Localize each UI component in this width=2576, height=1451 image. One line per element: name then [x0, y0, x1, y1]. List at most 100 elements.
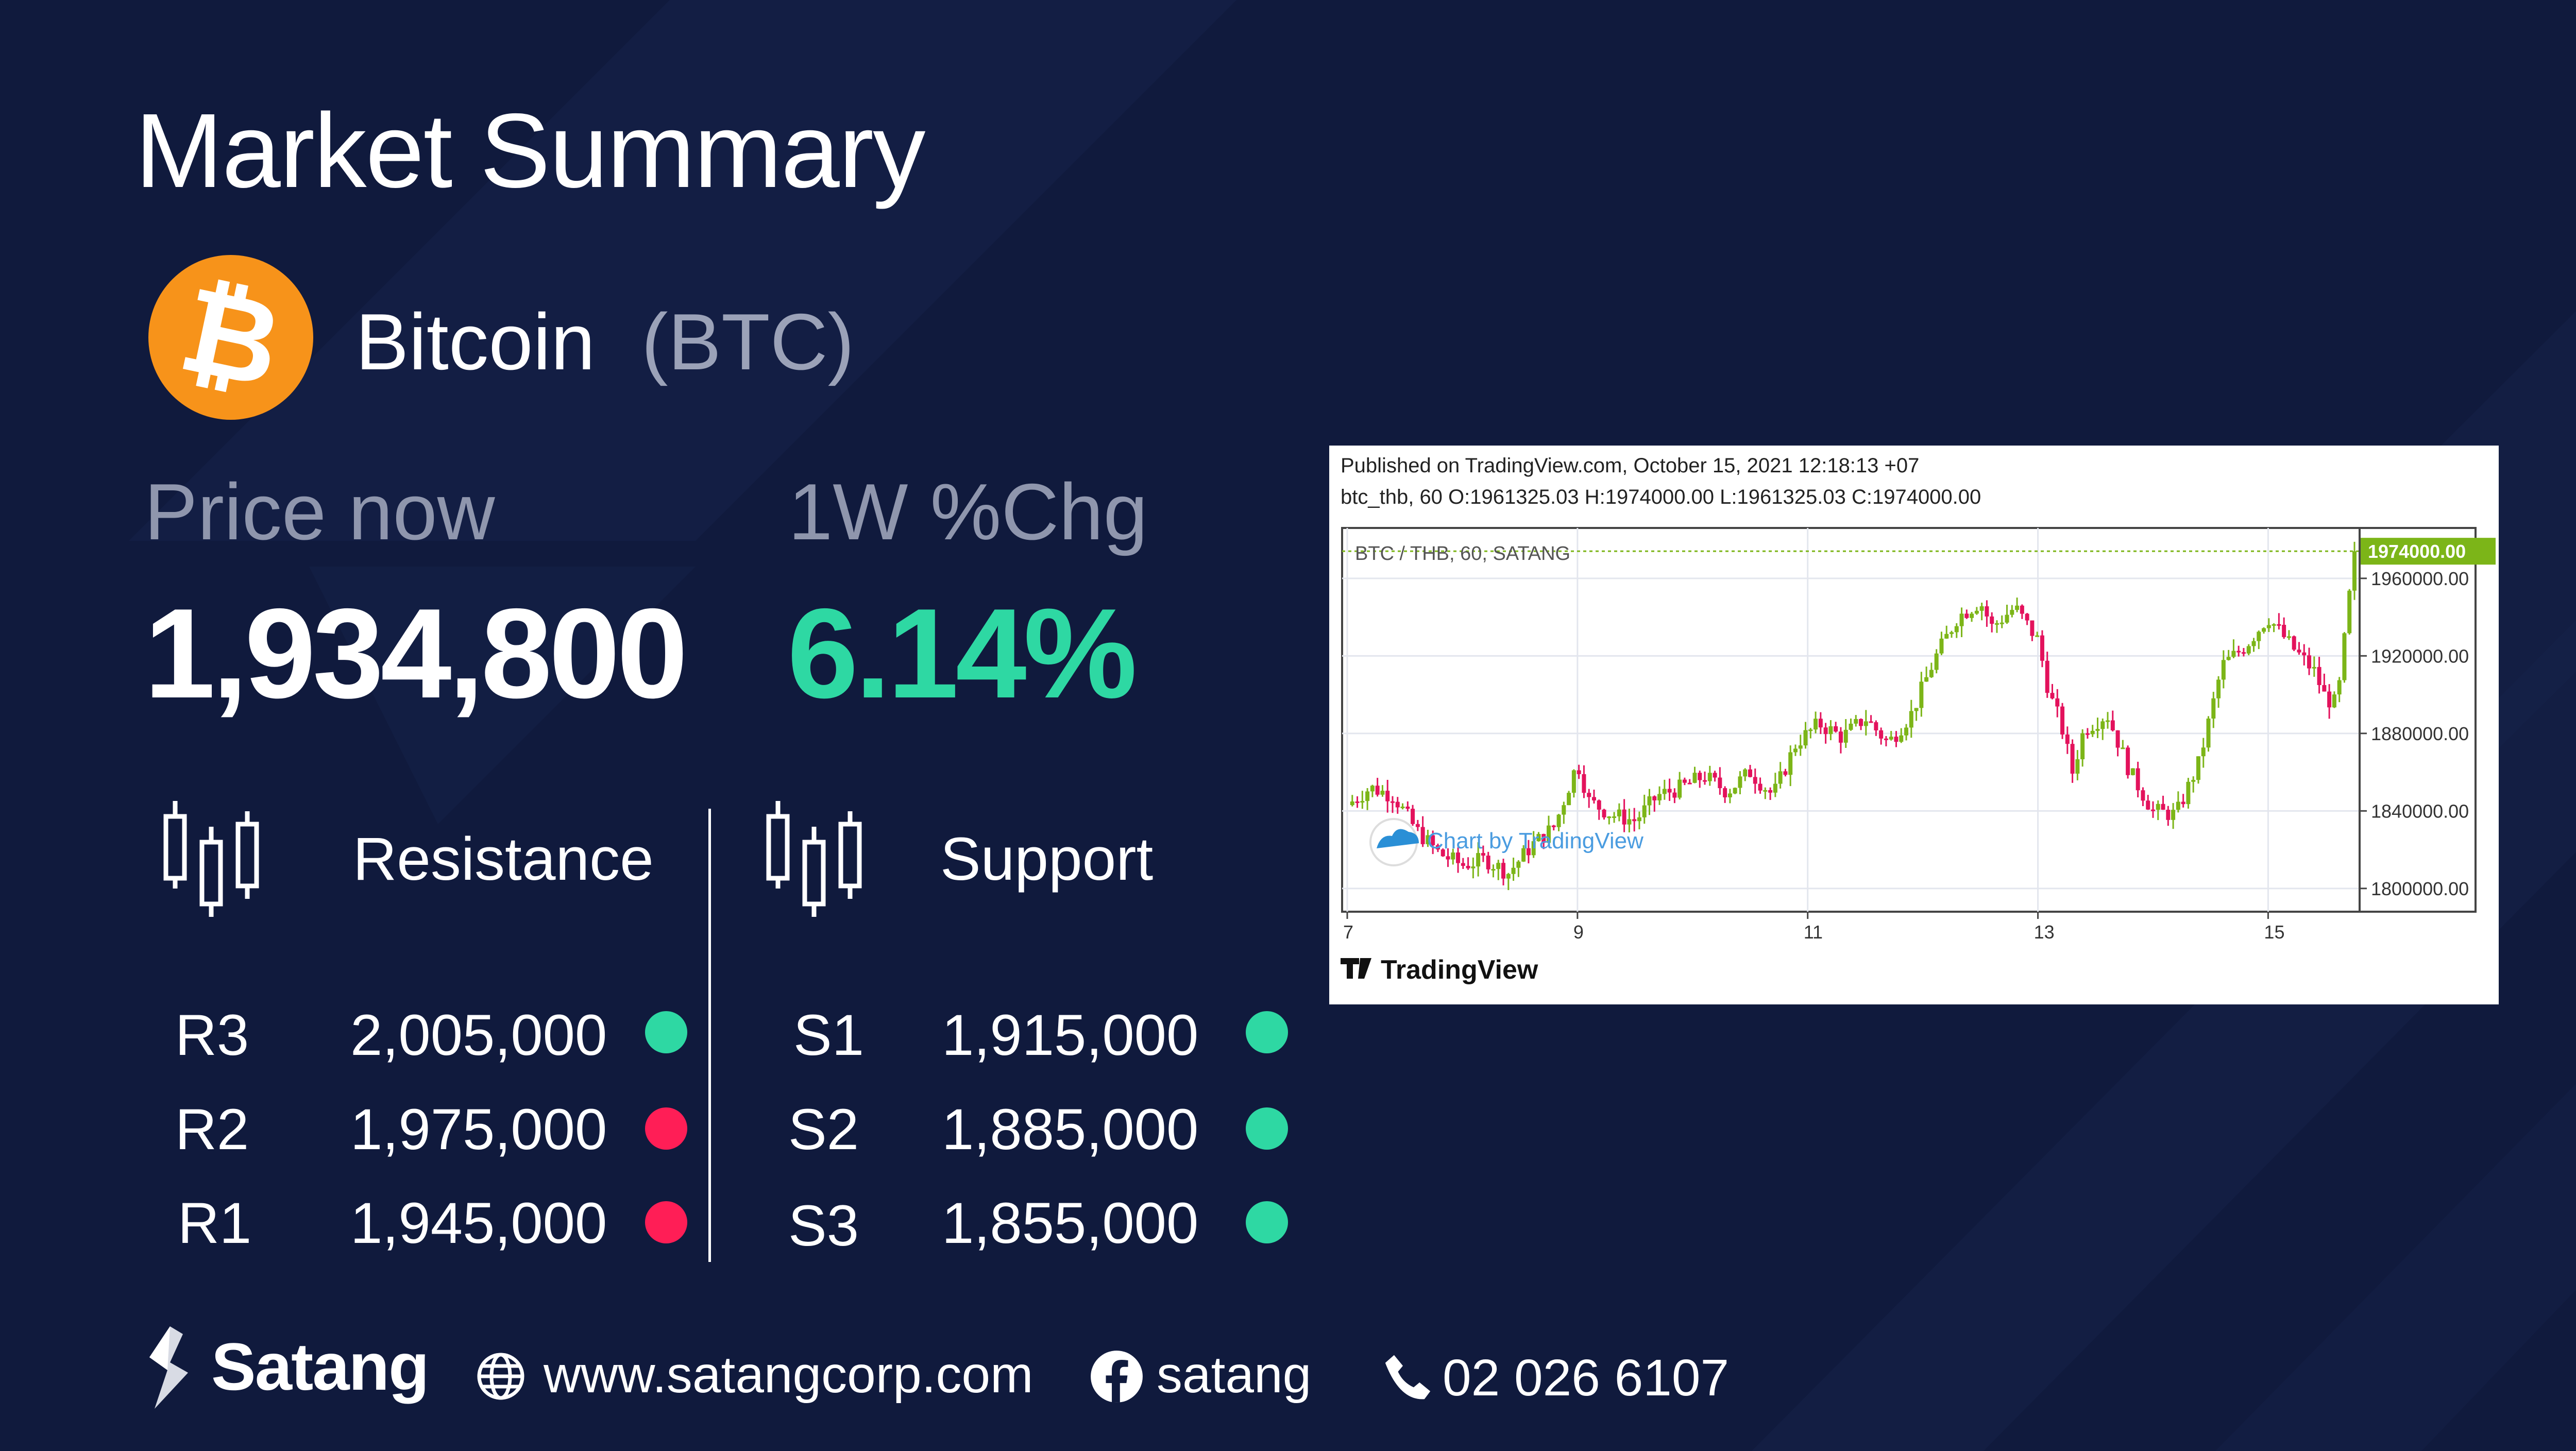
candle-body	[2025, 613, 2029, 621]
website-link[interactable]: www.satangcorp.com	[544, 1346, 1033, 1404]
candle-body	[2221, 660, 2226, 680]
candle-body	[1511, 867, 1516, 874]
bitcoin-logo-icon: ₿	[148, 255, 313, 420]
resistance-level-name: R3	[175, 1003, 249, 1067]
resistance-level-name: R1	[178, 1191, 252, 1255]
phone-icon	[1385, 1355, 1431, 1399]
candle-body	[2266, 625, 2271, 628]
candle-body	[1556, 814, 1561, 827]
facebook-link[interactable]: satang	[1157, 1346, 1312, 1404]
candle-body	[1763, 790, 1768, 792]
last-price-tag-label: 1974000.00	[2368, 541, 2466, 562]
candle-body	[1748, 769, 1752, 777]
candle-body	[1687, 782, 1692, 784]
candle-body	[1531, 841, 1536, 856]
coin-ticker: (BTC)	[641, 297, 855, 386]
x-tick-label: 11	[1804, 921, 1823, 943]
coin-name: Bitcoin	[355, 297, 596, 386]
candle-body	[2216, 679, 2221, 698]
candle-body	[1501, 863, 1506, 879]
weekly-change-value: 6.14%	[787, 582, 1137, 725]
candle-body	[1385, 791, 1390, 801]
y-tick-label: 1800000.00	[2371, 878, 2469, 899]
candle-body	[1536, 834, 1541, 842]
candle-body	[1400, 806, 1405, 808]
candle-body	[1970, 613, 1974, 618]
candle-body	[1662, 789, 1667, 794]
tradingview-chart: Published on TradingView.com, October 15…	[1329, 446, 2499, 1004]
candle-body	[1491, 869, 1496, 871]
candle-body	[1944, 634, 1949, 639]
candle-body	[1914, 708, 1919, 711]
last-price-tag	[2361, 538, 2496, 565]
candle-body	[1768, 790, 1773, 793]
candle-body	[1939, 638, 1944, 654]
support-level-value: 1,885,000	[942, 1097, 1199, 1162]
candle-body	[1547, 825, 1551, 843]
candle-body	[2020, 605, 2024, 614]
candle-body	[2196, 756, 2200, 780]
candle-body	[1582, 774, 1586, 793]
candle-body	[1647, 796, 1652, 806]
candle-body	[1375, 786, 1380, 795]
candle-body	[2302, 652, 2307, 656]
candle-body	[2005, 614, 2009, 623]
candle-body	[1451, 852, 1455, 860]
resistance-level-value: 1,945,000	[350, 1191, 607, 1255]
phone-number[interactable]: 02 026 6107	[1443, 1349, 1730, 1407]
candle-body	[1894, 737, 1899, 742]
tradingview-logo: TradingView	[1341, 955, 1538, 985]
candle-body	[1723, 788, 1727, 797]
candle-body	[1823, 727, 1828, 735]
chart-published-line: Published on TradingView.com, October 15…	[1341, 454, 1919, 477]
resistance-status-dot	[645, 1201, 687, 1243]
candle-body	[2262, 628, 2266, 632]
candle-body	[2141, 790, 2145, 801]
candle-body	[1934, 653, 1939, 670]
chart-watermark: Chart by TradingView	[1369, 818, 1643, 866]
candle-body	[1360, 801, 1365, 803]
candle-body	[1632, 819, 1637, 822]
candle-body	[1370, 786, 1375, 792]
candle-body	[1426, 835, 1430, 844]
candle-body	[2332, 694, 2336, 708]
candle-body	[2181, 801, 2185, 805]
candle-body	[1869, 721, 1873, 723]
candle-body	[2151, 809, 2155, 811]
candle-body	[1380, 791, 1385, 795]
candle-body	[2161, 804, 2165, 810]
candle-body	[1486, 856, 1490, 869]
candle-body	[1899, 735, 1904, 742]
candle-body	[1642, 805, 1647, 817]
candle-body	[1627, 819, 1632, 825]
candle-body	[1874, 722, 1878, 730]
candle-body	[2312, 667, 2316, 669]
candle-body	[1743, 769, 1748, 777]
candle-body	[1854, 719, 1858, 724]
candle-body	[1446, 856, 1450, 860]
support-level-name: S2	[788, 1097, 859, 1162]
candle-body	[1929, 670, 1934, 677]
candle-body	[1587, 793, 1591, 797]
candle-body	[1562, 805, 1566, 815]
candle-body	[2045, 660, 2049, 693]
candle-body	[2292, 636, 2296, 650]
chart-ohlc-line: btc_thb, 60 O:1961325.03 H:1974000.00 L:…	[1341, 486, 1981, 508]
candle-body	[1849, 723, 1853, 730]
y-tick-label: 1960000.00	[2371, 568, 2469, 589]
candle-body	[2030, 620, 2035, 636]
candle-body	[1692, 773, 1697, 783]
candle-body	[1476, 853, 1481, 867]
candle-body	[1390, 801, 1395, 803]
candle-body	[2211, 698, 2216, 719]
candle-body	[1395, 801, 1400, 808]
candle-body	[2176, 801, 2180, 810]
candle-body	[1950, 632, 1954, 634]
y-tick-label: 1840000.00	[2371, 800, 2469, 822]
candle-body	[1597, 800, 1601, 810]
candle-body	[1617, 809, 1621, 816]
candle-body	[2191, 780, 2196, 782]
section-divider	[708, 809, 711, 1262]
candle-body	[1994, 623, 1999, 625]
candle-body	[1964, 613, 1969, 618]
